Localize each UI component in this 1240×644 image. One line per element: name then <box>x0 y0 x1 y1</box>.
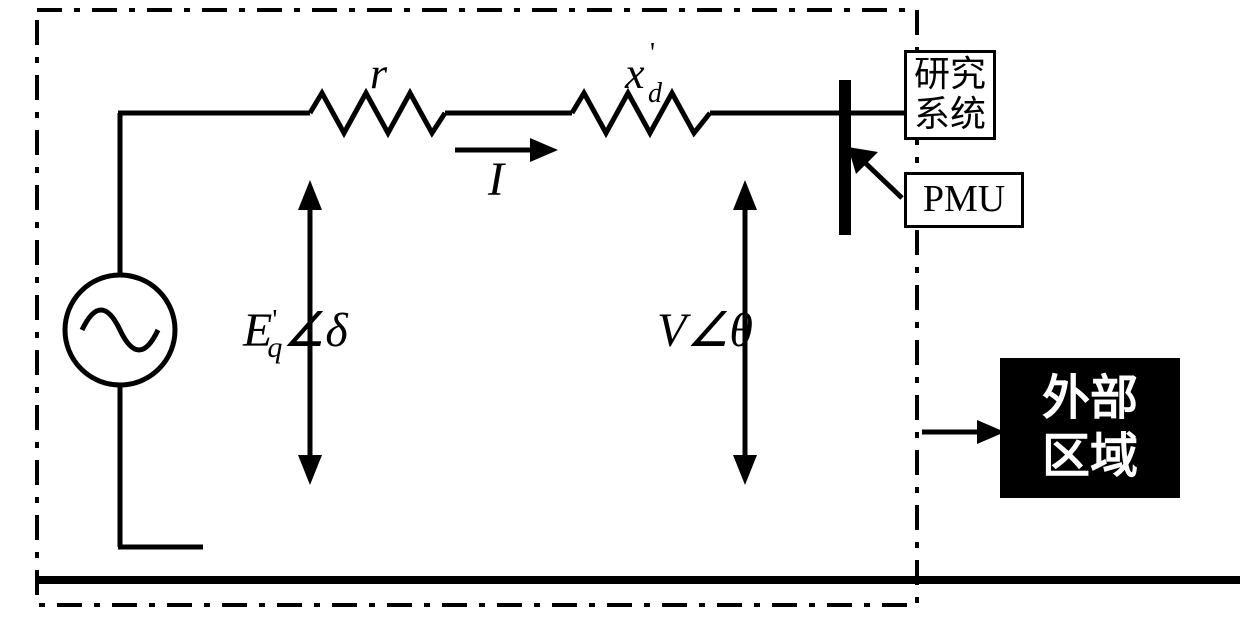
label-resistance: r <box>370 48 387 99</box>
voltage-arrow-head-top <box>733 180 757 210</box>
emf-arrow-head-top <box>298 180 322 210</box>
research-system-box: 研究 系统 <box>904 50 996 140</box>
resistor-r <box>310 93 445 133</box>
label-emf: E'q∠δ <box>243 302 348 365</box>
emf-arrow-head-bottom <box>298 455 322 485</box>
voltage-arrow-head-bottom <box>733 455 757 485</box>
label-reactance: x <box>625 48 645 99</box>
pmu-box: PMU <box>904 172 1024 228</box>
circuit-svg <box>0 0 1240 644</box>
external-area-box: 外部 区域 <box>1000 358 1180 498</box>
label-voltage: V∠θ <box>657 302 753 358</box>
reactance-xd <box>572 93 710 133</box>
label-reactance-sub: d <box>648 78 662 110</box>
circuit-diagram: r x ' d I E'q∠δ V∠θ 研究 系统 PMU 外部 区域 <box>0 0 1240 644</box>
label-current: I <box>488 152 504 207</box>
current-arrow-head <box>530 138 558 162</box>
label-reactance-prime: ' <box>650 38 655 70</box>
